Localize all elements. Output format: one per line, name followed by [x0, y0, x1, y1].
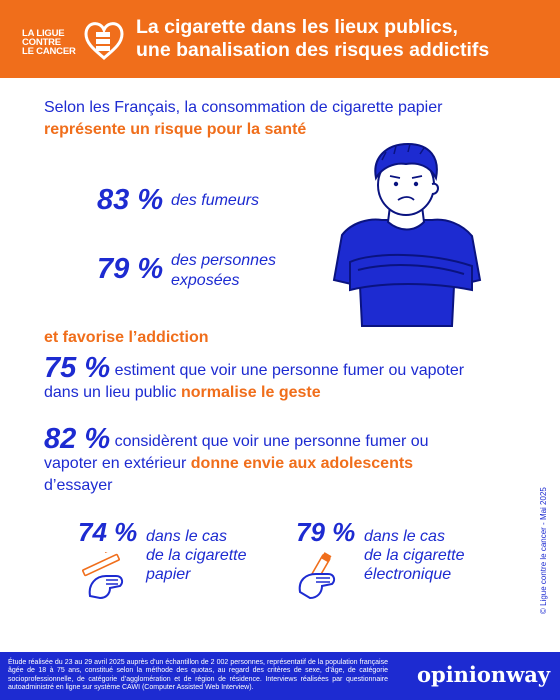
sub-electronic-label-line1: dans le cas: [364, 528, 445, 545]
stat-teens-text3: d’essayer: [44, 477, 113, 494]
title-line-2: une banalisation des risques addictifs: [136, 39, 490, 61]
logo-line-3: LE CANCER: [22, 46, 76, 57]
sub-paper-label-line3: papier: [146, 566, 191, 583]
stat-exposed-label-line1: des personnes: [171, 252, 276, 269]
stat-teens-value: 82 %: [44, 423, 111, 455]
hand-cigarette-icon: [82, 552, 124, 600]
stat-exposed-label: des personnes exposées: [171, 251, 276, 291]
study-footnote: Étude réalisée du 23 au 29 avril 2025 au…: [8, 659, 388, 692]
page-title: La cigarette dans les lieux publics, une…: [136, 16, 548, 62]
stat-smokers-label: des fumeurs: [171, 191, 259, 211]
sub-electronic-value: 79 %: [296, 517, 356, 547]
stat-teens-highlight: donne envie aux adolescents: [190, 455, 414, 472]
intro-line: Selon les Français, la consommation de c…: [44, 99, 443, 116]
ligue-logo-text: LA LIGUE CONTRE LE CANCER: [22, 28, 76, 57]
sub-electronic-label-line3: électronique: [364, 566, 452, 583]
footer-banner: Étude réalisée du 23 au 29 avril 2025 au…: [0, 652, 560, 700]
copyright-credit: © Ligue contre le cancer - Mai 2025: [539, 487, 548, 614]
logo-line-1: LA LIGUE: [22, 28, 65, 39]
logo-line-2: CONTRE: [22, 37, 61, 48]
header-banner: LA LIGUE CONTRE LE CANCER La cigarette d…: [0, 0, 560, 78]
intro-highlight: représente un risque pour la santé: [44, 121, 307, 138]
sub-paper-value: 74 %: [78, 517, 138, 547]
stat-teens: 82 % considèrent que voir une personne f…: [44, 425, 544, 497]
stat-teens-text: considèrent que voir une personne fumer …: [114, 433, 429, 450]
hand-vape-icon: [298, 552, 336, 600]
stat-normalise-text2: dans un lieu public: [44, 384, 177, 401]
title-line-1: La cigarette dans les lieux publics,: [136, 16, 458, 38]
stat-normalise: 75 % estiment que voir une personne fume…: [44, 354, 544, 404]
stat-normalise-text: estiment que voir une personne fumer ou …: [114, 362, 465, 379]
stat-smokers-label-line: des fumeurs: [171, 192, 260, 209]
stat-exposed-label-line2: exposées: [171, 272, 240, 289]
sub-paper-label: dans le cas de la cigarette papier: [146, 527, 247, 584]
stat-smokers-value: 83 %: [97, 184, 164, 216]
stat-normalise-value: 75 %: [44, 352, 111, 384]
sub-paper-label-line2: de la cigarette: [146, 547, 247, 564]
stat-normalise-highlight: normalise le geste: [181, 384, 321, 401]
sub-electronic-label: dans le cas de la cigarette électronique: [364, 527, 465, 584]
ligue-logo-icon: [84, 22, 124, 60]
stat-exposed-value: 79 %: [97, 253, 164, 285]
sub-electronic-label-line2: de la cigarette: [364, 547, 465, 564]
worried-man-illustration: [332, 142, 482, 327]
opinionway-logo: opinionway: [417, 662, 551, 687]
intro-text: Selon les Français, la consommation de c…: [44, 97, 442, 141]
sub-paper-label-line1: dans le cas: [146, 528, 227, 545]
addiction-heading: et favorise l’addiction: [44, 329, 209, 346]
stat-teens-text2: vapoter en extérieur: [44, 455, 187, 472]
